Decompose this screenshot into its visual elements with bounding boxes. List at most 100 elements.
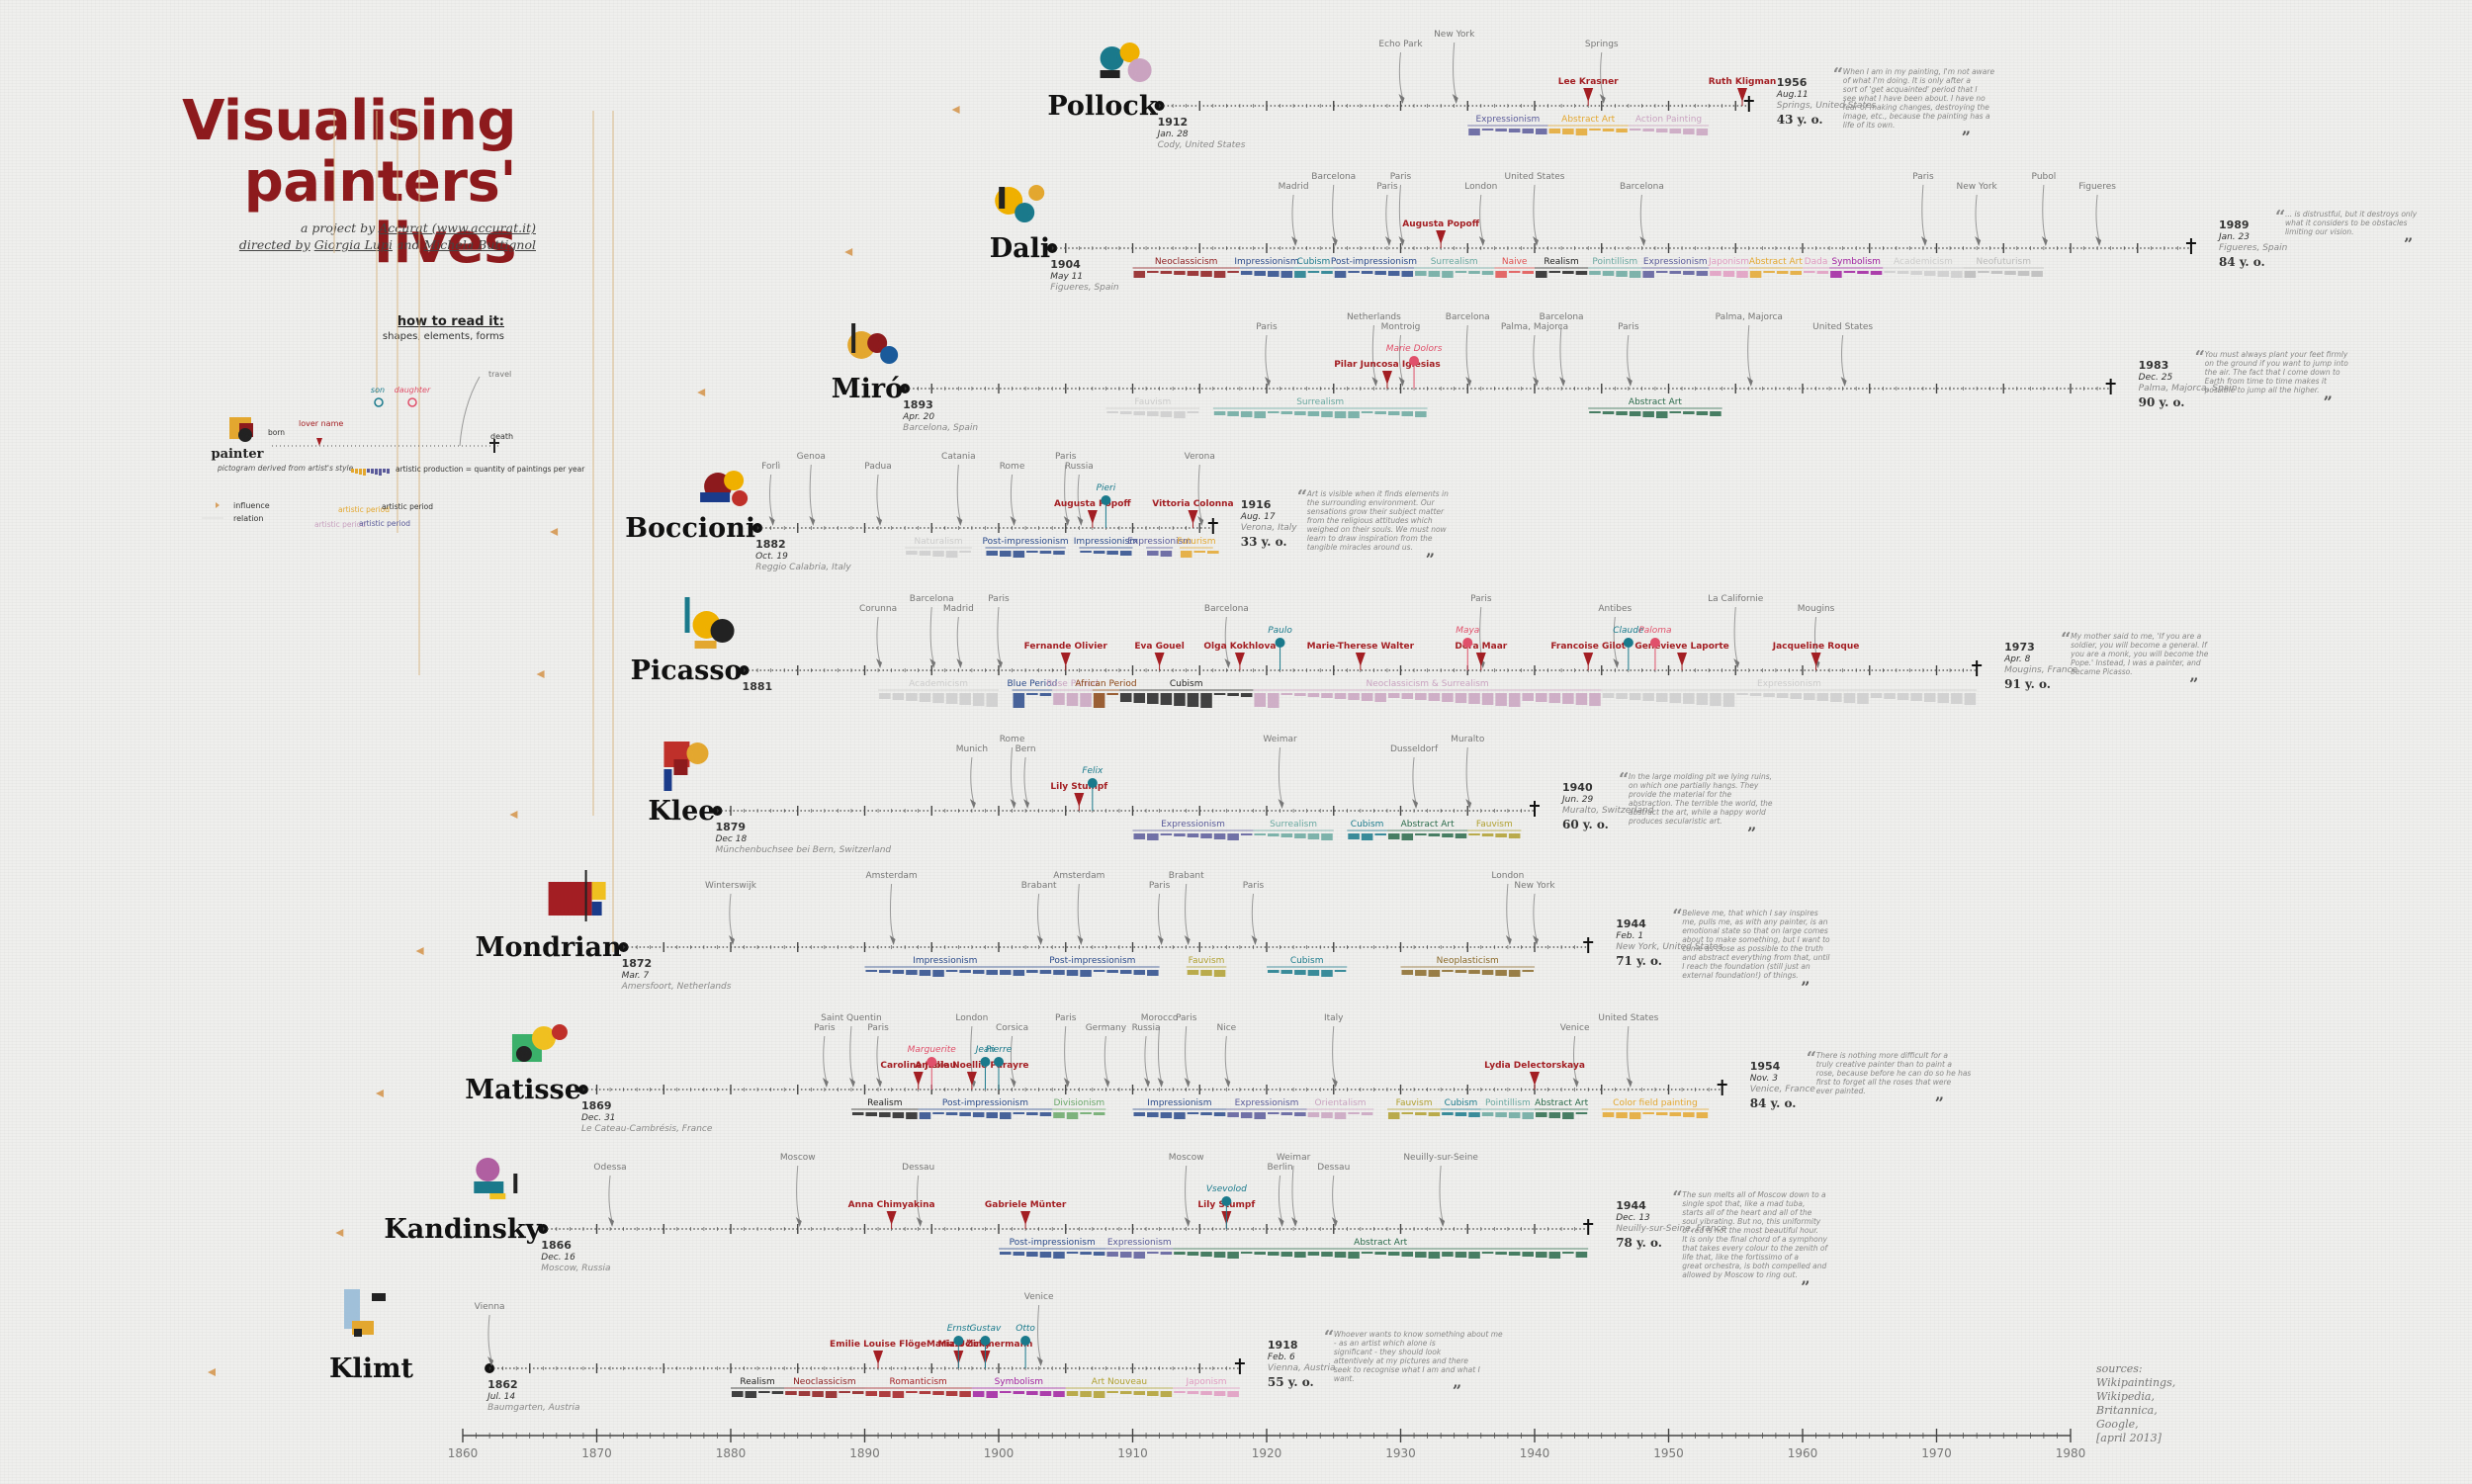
travel-icon	[1371, 377, 1378, 387]
quote-line: starts all of the heart and all of the	[1682, 1208, 1812, 1217]
travel-place: Palma, Majorca	[1716, 312, 1783, 322]
production-bar	[1307, 1252, 1320, 1256]
legend-label: son	[371, 386, 385, 394]
production-bar	[1804, 271, 1815, 273]
birth-place: Le Cateau-Cambrésis, France	[581, 1123, 713, 1134]
lover-marker-icon	[1087, 510, 1098, 524]
production-bar	[1119, 693, 1132, 702]
travel-line	[1506, 883, 1511, 940]
production-bar	[1187, 271, 1199, 276]
production-bar	[771, 1391, 784, 1394]
production-bar	[1669, 271, 1682, 274]
quote-close-icon: ”	[2404, 234, 2413, 253]
production-bar	[932, 1391, 944, 1395]
quote-open-icon: “	[2061, 629, 2071, 650]
lover-marker-icon	[1583, 653, 1594, 666]
age-at-death: 60 y. o.	[1562, 818, 1609, 831]
production-bar	[1000, 1252, 1012, 1255]
travel-place: Italy	[1324, 1013, 1344, 1023]
travel-icon	[1291, 236, 1298, 246]
quote-open-icon: “	[1672, 1187, 1682, 1208]
death-cross-icon	[1717, 1080, 1727, 1095]
production-bar	[1026, 551, 1038, 553]
period-label: Expressionism	[1475, 115, 1540, 125]
travel-place: Morocco	[1141, 1013, 1179, 1023]
lover-marker-icon	[1475, 653, 1486, 666]
quote-line: abstraction. The terrible the world, the	[1629, 799, 1773, 808]
production-bar	[1187, 1391, 1199, 1394]
travel-line	[876, 616, 881, 663]
production-bar	[1147, 271, 1159, 273]
child-marker-icon	[1101, 495, 1111, 505]
legend-production-bar	[359, 469, 362, 475]
production-bar	[1816, 693, 1829, 701]
travel-place: La Californie	[1708, 594, 1764, 604]
production-bar	[1066, 1112, 1079, 1119]
production-bar	[812, 1391, 824, 1397]
travel-place: Figueres	[2078, 182, 2116, 192]
period-label: Surrealism	[1296, 397, 1344, 407]
production-bar	[1053, 1391, 1065, 1397]
travel-line	[1064, 464, 1069, 521]
production-bar	[745, 1391, 757, 1398]
birth-year: 1904	[1050, 258, 1081, 271]
credit-studio-link[interactable]: Accurat (www.accurat.it)	[379, 220, 536, 235]
death-place: Mougins, France	[2004, 665, 2077, 675]
production-bar	[1147, 551, 1159, 556]
production-bar	[1106, 970, 1118, 973]
period-label: Fauvism	[1134, 397, 1171, 407]
death-place: Venice, France	[1750, 1085, 1816, 1094]
production-bar	[906, 551, 918, 555]
lover-marker-icon	[873, 1351, 884, 1364]
travel-icon	[1063, 1078, 1070, 1088]
production-bar	[1160, 1391, 1173, 1397]
production-bar	[1133, 411, 1146, 415]
period-label: Pointillism	[1485, 1098, 1531, 1108]
death-date: Apr. 8	[2003, 655, 2030, 664]
age-at-death: 78 y. o.	[1616, 1236, 1662, 1250]
travel-place: Pubol	[2032, 172, 2057, 182]
production-bar	[1616, 129, 1628, 132]
howto-subtitle: shapes, elements, forms	[382, 331, 504, 342]
travel-place: Neuilly-sur-Seine	[1403, 1153, 1478, 1163]
influence-arrow-icon	[844, 248, 853, 256]
travel-line	[1975, 194, 1980, 241]
production-bar	[1401, 693, 1414, 699]
travel-icon	[809, 516, 816, 526]
period-label: Fauvism	[1189, 956, 1225, 966]
production-bar	[1321, 1112, 1333, 1118]
travel-place: Rome	[1000, 462, 1025, 472]
production-bar	[879, 970, 891, 973]
travel-line	[970, 756, 975, 804]
production-bar	[1106, 411, 1118, 413]
production-bar	[1053, 693, 1065, 705]
travel-line	[1144, 1035, 1149, 1083]
travel-line	[876, 1035, 881, 1083]
quote-line: ... is distrustful, but it destroys only	[2285, 210, 2418, 218]
production-bar	[1160, 1112, 1173, 1118]
production-bar	[1776, 271, 1789, 274]
credit-person2[interactable]: Michela Buttignol	[423, 237, 536, 252]
quote-close-icon: ”	[1747, 824, 1756, 842]
production-bar	[1642, 411, 1654, 417]
production-bar	[1294, 833, 1306, 838]
legend-label: artistic period	[338, 505, 390, 514]
quote-line: great orchestra, is both compelled and	[1682, 1262, 1826, 1270]
production-bar	[865, 1112, 878, 1116]
period-label: Fauvism	[1396, 1098, 1433, 1108]
quote-line: limiting our vision.	[2285, 227, 2354, 236]
production-bar	[1213, 1252, 1226, 1258]
travel-place: Paris	[867, 1023, 889, 1033]
period-label: Post-impressionism	[1010, 1238, 1096, 1248]
production-bar	[1722, 271, 1735, 277]
x-tick-label: 1940	[1520, 1446, 1550, 1460]
production-bar	[1536, 1112, 1547, 1117]
production-bar	[1495, 129, 1507, 131]
child-marker-icon	[994, 1057, 1004, 1067]
production-bar	[1147, 833, 1159, 840]
travel-place: Bern	[1015, 744, 1036, 754]
period-label: Rose Period	[1046, 679, 1099, 689]
quote-line: attentively at my pictures and there	[1334, 1356, 1468, 1365]
period-label: Expressionism	[1127, 537, 1192, 547]
painter-name: Kandinsky	[384, 1214, 542, 1245]
